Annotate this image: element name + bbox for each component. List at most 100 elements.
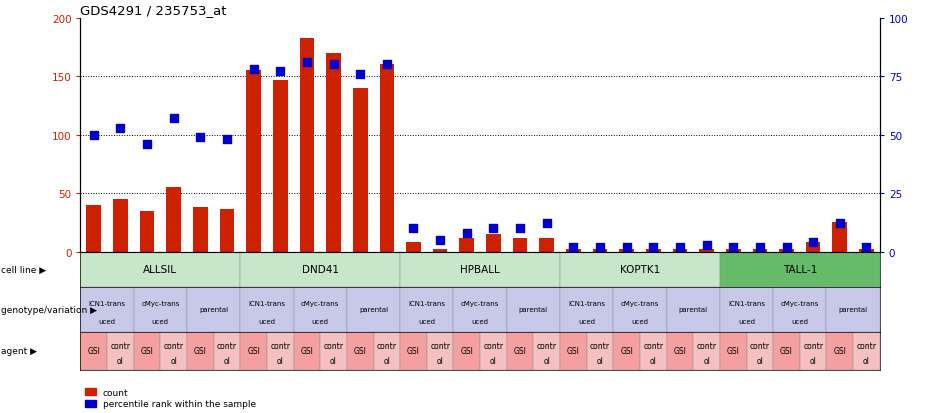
Text: ol: ol — [170, 356, 177, 365]
Text: GSI: GSI — [833, 347, 847, 356]
Bar — [400, 287, 453, 332]
Text: contr: contr — [271, 341, 290, 350]
Text: ol: ol — [757, 356, 763, 365]
Bar — [773, 287, 827, 332]
Point — [619, 244, 634, 251]
Text: GSI: GSI — [247, 347, 260, 356]
Text: ol: ol — [117, 356, 124, 365]
Bar — [853, 332, 880, 370]
Bar — [507, 332, 534, 370]
Point — [646, 244, 661, 251]
Text: parental: parental — [359, 307, 388, 313]
Text: contr: contr — [803, 341, 823, 350]
Text: ol: ol — [703, 356, 710, 365]
Point — [246, 66, 261, 73]
Text: contr: contr — [856, 341, 876, 350]
Bar — [433, 249, 447, 252]
Text: ICN1-trans: ICN1-trans — [249, 300, 286, 306]
Text: cell line ▶: cell line ▶ — [1, 265, 46, 274]
Text: GSI: GSI — [674, 347, 687, 356]
Legend: count, percentile rank within the sample: count, percentile rank within the sample — [85, 388, 256, 408]
Bar — [693, 332, 720, 370]
Bar — [353, 88, 367, 252]
Bar — [80, 332, 107, 370]
Bar — [86, 205, 101, 252]
Bar — [187, 287, 240, 332]
Bar — [400, 332, 427, 370]
Bar — [219, 210, 235, 252]
Point — [193, 134, 208, 141]
Text: agent ▶: agent ▶ — [1, 347, 37, 356]
Text: uced: uced — [258, 318, 275, 324]
Text: contr: contr — [324, 341, 343, 350]
Text: ol: ol — [223, 356, 231, 365]
Text: HPBALL: HPBALL — [460, 264, 500, 275]
Text: contr: contr — [643, 341, 663, 350]
Point — [806, 239, 821, 246]
Text: genotype/variation ▶: genotype/variation ▶ — [1, 305, 96, 314]
Text: GSI: GSI — [194, 347, 207, 356]
Text: contr: contr — [111, 341, 131, 350]
Bar — [374, 332, 400, 370]
Text: GSI: GSI — [514, 347, 527, 356]
Point — [699, 242, 714, 248]
Text: contr: contr — [590, 341, 610, 350]
Bar — [613, 287, 667, 332]
Text: ol: ol — [597, 356, 604, 365]
Text: contr: contr — [696, 341, 716, 350]
Text: ol: ol — [383, 356, 391, 365]
Bar — [406, 242, 421, 252]
Text: GSI: GSI — [301, 347, 313, 356]
Bar — [620, 249, 634, 252]
Bar — [187, 332, 214, 370]
Bar — [827, 287, 880, 332]
Bar — [507, 287, 560, 332]
Bar — [114, 199, 128, 252]
Bar — [427, 332, 453, 370]
Bar — [400, 252, 560, 287]
Bar — [560, 287, 613, 332]
Text: uced: uced — [312, 318, 328, 324]
Bar — [133, 287, 187, 332]
Bar — [140, 211, 154, 252]
Point — [113, 125, 128, 132]
Text: DND41: DND41 — [302, 264, 339, 275]
Point — [299, 59, 314, 66]
Bar — [347, 332, 374, 370]
Text: ol: ol — [437, 356, 444, 365]
Text: uced: uced — [632, 318, 648, 324]
Point — [486, 225, 501, 232]
Text: uced: uced — [792, 318, 808, 324]
Text: contr: contr — [164, 341, 184, 350]
Point — [139, 141, 154, 148]
Bar — [80, 287, 133, 332]
Bar — [240, 287, 293, 332]
Bar — [667, 287, 720, 332]
Text: contr: contr — [536, 341, 556, 350]
Bar — [379, 65, 394, 252]
Bar — [161, 332, 187, 370]
Bar — [347, 287, 400, 332]
Text: ol: ol — [490, 356, 497, 365]
Point — [86, 132, 101, 139]
Text: GSI: GSI — [621, 347, 633, 356]
Bar — [240, 332, 267, 370]
Text: GSI: GSI — [567, 347, 580, 356]
Text: parental: parental — [199, 307, 228, 313]
Point — [539, 221, 554, 227]
Bar — [80, 252, 240, 287]
Text: GSI: GSI — [780, 347, 793, 356]
Bar — [560, 332, 587, 370]
Bar — [806, 242, 820, 252]
Bar — [246, 71, 261, 252]
Bar — [240, 252, 400, 287]
Text: parental: parental — [518, 307, 548, 313]
Bar — [566, 249, 581, 252]
Bar — [273, 81, 288, 252]
Point — [513, 225, 528, 232]
Text: uced: uced — [738, 318, 755, 324]
Text: TALL-1: TALL-1 — [782, 264, 817, 275]
Point — [673, 244, 688, 251]
Bar — [214, 332, 240, 370]
Bar — [746, 332, 773, 370]
